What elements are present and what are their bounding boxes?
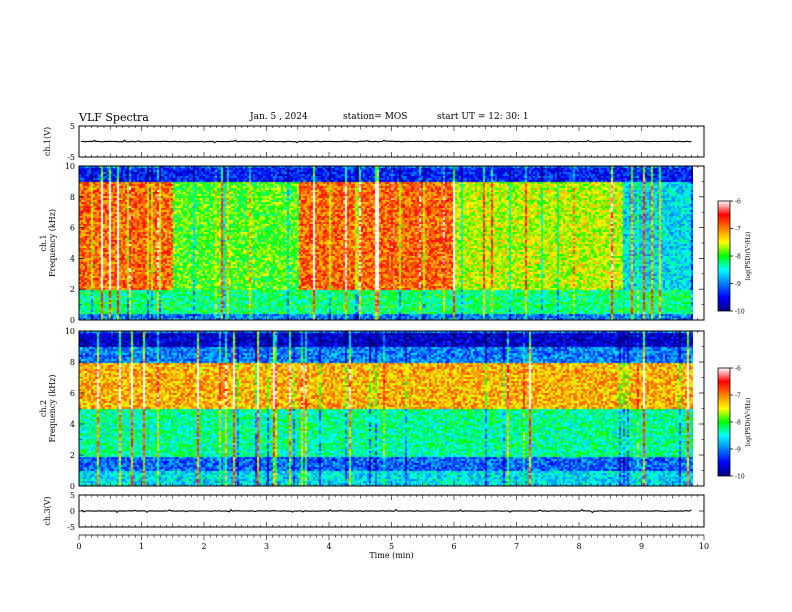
date-label: Jan. 5 , 2024: [250, 112, 308, 122]
x-tick-label: 6: [451, 542, 456, 551]
x-tick-label: 8: [576, 542, 581, 551]
colorbar-tick-label: -8: [735, 420, 741, 427]
colorbar-tick-label: -9: [735, 281, 741, 288]
x-tick-label: 1: [139, 542, 144, 551]
y-axis-label: Frequency (kHz): [48, 209, 57, 277]
y-axis-label: ch.2: [39, 400, 48, 417]
x-tick-label: 2: [201, 542, 206, 551]
y-axis-label: ch.1: [39, 234, 48, 251]
x-axis-label: Time (min): [369, 551, 413, 560]
y-tick-label: 2: [70, 285, 75, 294]
y-tick-label: 10: [65, 162, 75, 171]
y-tick-label: 10: [65, 327, 75, 336]
waveform-trace-ch1: [80, 139, 692, 144]
colorbar-ch2: [717, 367, 731, 477]
y-tick-label: -5: [67, 153, 75, 162]
y-tick-label: 6: [70, 389, 75, 398]
colorbar-tick-label: -10: [735, 474, 745, 481]
x-tick-label: 3: [264, 542, 269, 551]
start-time-label: start UT = 12: 30: 1: [437, 112, 529, 122]
y-tick-label: 0: [70, 482, 75, 491]
x-tick-label: 4: [326, 542, 331, 551]
waveform-trace-ch3: [81, 508, 692, 514]
colorbar-tick-label: -9: [735, 447, 741, 454]
y-tick-label: 0: [70, 316, 75, 325]
colorbar-label: log(PSD)(V²/Hz): [745, 398, 752, 447]
y-axis-label: ch.1(V): [43, 127, 52, 156]
y-tick-label: 4: [70, 420, 75, 429]
x-tick-label: 7: [514, 542, 519, 551]
figure-title: VLF Spectra: [79, 111, 149, 124]
x-tick-label: 10: [699, 542, 709, 551]
x-tick-label: 5: [389, 542, 394, 551]
station-label: station= MOS: [343, 112, 408, 122]
y-axis-label: Frequency (kHz): [48, 374, 57, 442]
x-tick-label: 9: [639, 542, 644, 551]
colorbar-tick-label: -7: [735, 226, 741, 233]
y-tick-label: 5: [70, 122, 75, 131]
y-tick-label: 0: [70, 507, 75, 516]
y-tick-label: 4: [70, 254, 75, 263]
y-tick-label: -5: [67, 523, 75, 532]
colorbar-tick-label: -8: [735, 254, 741, 261]
x-tick-label: 0: [76, 542, 81, 551]
y-tick-label: 2: [70, 451, 75, 460]
y-tick-label: 6: [70, 224, 75, 233]
colorbar-ch1: [717, 200, 731, 312]
y-tick-label: 8: [70, 358, 75, 367]
y-tick-label: 5: [70, 491, 75, 500]
y-axis-label: ch.3(V): [43, 496, 52, 525]
colorbar-tick-label: -7: [735, 393, 741, 400]
colorbar-tick-label: -10: [735, 309, 745, 316]
colorbar-tick-label: -6: [735, 366, 741, 373]
colorbar-label: log(PSD)(V²/Hz): [745, 232, 752, 281]
spectrogram-image-ch2: [79, 331, 693, 486]
spectrogram-image-ch1: [79, 166, 693, 320]
colorbar-tick-label: -6: [735, 199, 741, 206]
y-tick-label: 8: [70, 193, 75, 202]
